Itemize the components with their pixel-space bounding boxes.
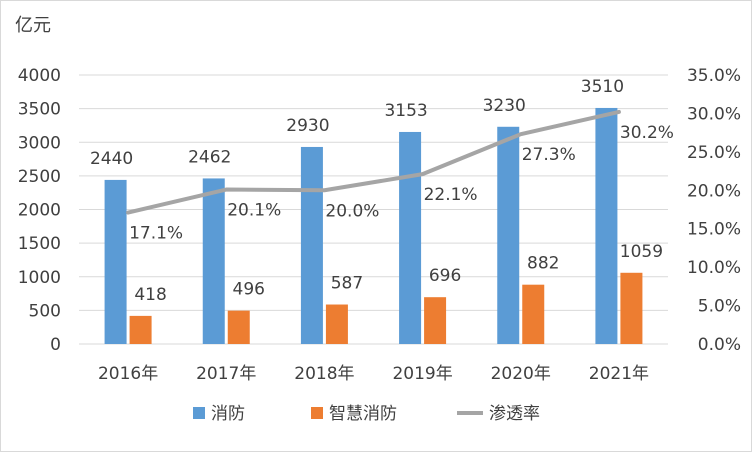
bar-data-label: 2462 <box>188 147 231 167</box>
legend-label: 智慧消防 <box>329 404 397 424</box>
bar-smart-fire-protection <box>620 272 643 344</box>
line-data-label: 17.1% <box>129 224 183 244</box>
bar-layer <box>104 107 643 344</box>
bar-fire-protection <box>300 146 323 344</box>
bar-fire-protection <box>104 179 127 344</box>
penetration-rate-line <box>126 109 621 215</box>
bar-data-label: 2440 <box>90 149 133 169</box>
y-left-tick-label: 0 <box>50 335 61 355</box>
bar-smart-fire-protection <box>522 284 545 344</box>
legend-item-fire-protection: 消防 <box>193 404 245 424</box>
legend-label: 渗透率 <box>489 404 540 424</box>
x-tick-label: 2019年 <box>392 364 452 384</box>
x-tick-label: 2021年 <box>589 364 649 384</box>
bar-data-label: 696 <box>429 266 461 286</box>
y-right-tick-label: 30.0% <box>687 104 741 124</box>
y-left-tick-label: 3500 <box>18 100 61 120</box>
y-right-tick-label: 35.0% <box>687 66 741 86</box>
y-left-tick-label: 1500 <box>18 234 61 254</box>
y-left-tick-label: 1000 <box>18 268 61 288</box>
line-layer <box>126 109 621 215</box>
bar-data-label: 587 <box>331 274 363 294</box>
bar-data-label: 882 <box>527 254 559 274</box>
x-tick-label: 2016年 <box>98 364 158 384</box>
bar-fire-protection <box>497 126 520 344</box>
y-left-tick-label: 4000 <box>18 66 61 86</box>
bar-fire-protection <box>202 178 225 344</box>
x-tick-label: 2018年 <box>294 364 354 384</box>
bar-data-label: 2930 <box>286 116 329 136</box>
y-right-tick-label: 0.0% <box>698 335 741 355</box>
bar-data-label: 1059 <box>620 242 663 262</box>
gridlines <box>79 74 668 345</box>
y-left-tick-label: 500 <box>29 301 61 321</box>
legend: 消防 智慧消防 渗透率 <box>193 404 540 424</box>
bar-fire-protection <box>399 131 422 344</box>
legend-label: 消防 <box>211 404 245 424</box>
x-tick-label: 2020年 <box>491 364 551 384</box>
bar-smart-fire-protection <box>129 315 152 344</box>
line-data-label: 20.1% <box>227 201 281 221</box>
y-right-tick-label: 5.0% <box>698 297 741 317</box>
bar-data-label: 418 <box>134 285 166 305</box>
axis-layer: 亿元 0 500 1000 1500 2000 2500 3000 3500 4000 0.0% 5… <box>15 15 741 384</box>
data-label-layer: 2440 2462 2930 3153 3230 3510 418 496 587 696 882 1… <box>90 77 674 305</box>
y-left-tick-label: 2000 <box>18 201 61 221</box>
y-left-tick-label: 2500 <box>18 167 61 187</box>
x-tick-label: 2017年 <box>196 364 256 384</box>
line-data-label: 22.1% <box>424 185 478 205</box>
bar-data-label: 3510 <box>581 77 624 97</box>
bar-smart-fire-protection <box>424 297 447 344</box>
y-right-tick-label: 15.0% <box>687 220 741 240</box>
y-right-tick-label: 25.0% <box>687 143 741 163</box>
bar-smart-fire-protection <box>227 310 250 344</box>
bar-data-label: 3230 <box>483 96 526 116</box>
y-axis-unit-label: 亿元 <box>15 15 51 36</box>
y-left-tick-label: 3000 <box>18 133 61 153</box>
bar-data-label: 3153 <box>384 101 427 121</box>
y-right-tick-label: 20.0% <box>687 181 741 201</box>
bar-fire-protection <box>595 107 618 344</box>
legend-swatch <box>311 407 323 419</box>
legend-item-smart-fire-protection: 智慧消防 <box>311 404 397 424</box>
bar-data-label: 496 <box>233 280 265 300</box>
legend-swatch <box>193 407 205 419</box>
line-data-label: 20.0% <box>325 201 379 221</box>
y-right-tick-label: 10.0% <box>687 258 741 278</box>
bar-smart-fire-protection <box>325 304 348 344</box>
legend-item-penetration-rate: 渗透率 <box>457 404 540 424</box>
line-data-label: 27.3% <box>522 145 576 165</box>
line-data-label: 30.2% <box>620 123 674 143</box>
